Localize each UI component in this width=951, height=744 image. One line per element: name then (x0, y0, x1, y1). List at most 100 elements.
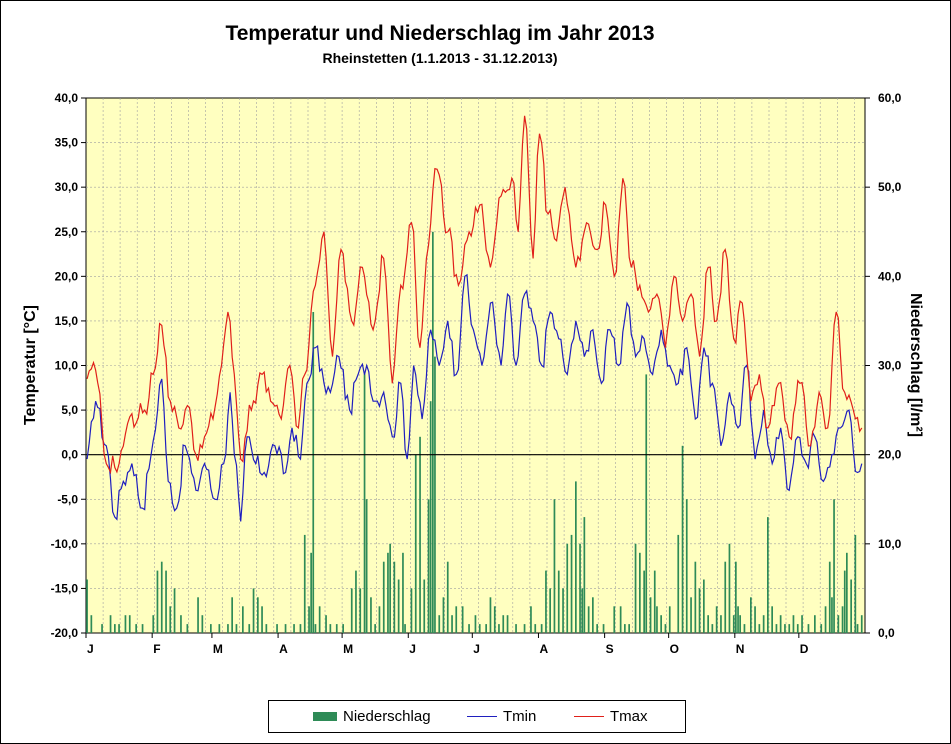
niederschlag-bar (570, 534, 573, 633)
chart-title: Temperatur und Niederschlag im Jahr 2013 (225, 22, 655, 45)
niederschlag-bar (762, 615, 765, 633)
niederschlag-bar (784, 624, 786, 633)
x-tick-label: N (736, 642, 745, 656)
legend-item-tmin: Tmin (467, 708, 536, 725)
niederschlag-bar (801, 615, 803, 633)
niederschlag-bar (628, 624, 630, 633)
niederschlag-bar (545, 570, 547, 633)
niederschlag-bar (677, 534, 680, 633)
axis-ticks: -20,0 -15,0 -10,0 -5,0 0,0 5,0 10,0 15,0 20,0 25,… (51, 91, 902, 656)
tmin-series-line (86, 273, 863, 522)
legend-swatch-tmin (467, 716, 497, 717)
niederschlag-bar (523, 624, 526, 633)
niederschlag-bar (382, 561, 385, 633)
niederschlag-bar (186, 624, 189, 633)
niederschlag-bar (152, 615, 155, 633)
niederschlag-bar (335, 624, 338, 633)
niederschlag-bar (257, 597, 259, 633)
niederschlag-bar (530, 606, 532, 634)
x-tick-label: O (670, 642, 679, 656)
niederschlag-bar (814, 615, 816, 633)
niederschlag-bar (796, 624, 799, 633)
niederschlag-bar (299, 624, 302, 633)
niederschlag-bar (613, 606, 616, 634)
niederschlag-bar (668, 606, 671, 634)
niederschlag-bar (502, 615, 505, 633)
y-tick-label-left: 40,0 (55, 91, 79, 105)
y-tick-label-right: 0,0 (878, 626, 895, 640)
y-tick-label-left: 0,0 (61, 448, 78, 462)
legend-label-tmin: Tmin (503, 708, 537, 725)
legend-label-tmax: Tmax (610, 708, 648, 725)
y-tick-label-left: 30,0 (55, 180, 79, 194)
y-tick-label-right: 30,0 (878, 359, 902, 373)
niederschlag-bar (771, 606, 773, 634)
niederschlag-bar (318, 606, 321, 634)
niederschlag-bar (86, 579, 88, 633)
y-tick-label-left: 10,0 (55, 359, 79, 373)
niederschlag-bar (478, 624, 481, 633)
niederschlag-bar (767, 517, 769, 633)
niederschlag-bar (619, 606, 622, 634)
niederschlag-bar (265, 624, 268, 633)
niederschlag-bar (824, 606, 827, 634)
niederschlag-bar (860, 615, 863, 633)
niederschlag-bar (370, 597, 372, 633)
niederschlag-bar (410, 588, 413, 633)
niederschlag-bar (252, 588, 255, 633)
niederschlag-bar (387, 552, 389, 634)
niederschlag-bar (707, 615, 709, 633)
niederschlag-bar (419, 436, 421, 633)
niederschlag-bar (828, 561, 831, 633)
x-tick-label: A (540, 642, 549, 656)
niederschlag-bar (432, 231, 434, 634)
niederschlag-bar (359, 588, 362, 633)
niederschlag-bar (389, 543, 391, 633)
x-tick-label: F (153, 642, 160, 656)
x-tick-label: J (473, 642, 480, 656)
niederschlag-bar (587, 606, 590, 634)
niederschlag-bars (86, 231, 863, 634)
niederschlag-bar (128, 615, 131, 633)
niederschlag-bar (493, 606, 496, 634)
niederschlag-bar (180, 615, 182, 633)
y-tick-label-left: 25,0 (55, 225, 79, 239)
niederschlag-bar (581, 588, 584, 633)
niederschlag-bar (404, 624, 406, 633)
legend-label-niederschlag: Niederschlag (343, 708, 431, 725)
niederschlag-bar (854, 534, 857, 633)
niederschlag-bar (557, 570, 560, 633)
niederschlag-bar (303, 534, 306, 633)
y-axis-label-right: Niederschlag [l/m²] (907, 293, 924, 437)
y-tick-label-left: 35,0 (55, 136, 79, 150)
niederschlag-bar (325, 615, 327, 633)
niederschlag-bar (218, 624, 221, 633)
niederschlag-bar (831, 597, 833, 633)
niederschlag-bar (101, 624, 103, 633)
x-tick-label: J (409, 642, 416, 656)
niederschlag-bar (506, 615, 509, 633)
legend-item-tmax: Tmax (574, 708, 648, 725)
niederschlag-bar (643, 570, 645, 633)
y-tick-label-left: 15,0 (55, 314, 79, 328)
niederschlag-bar (446, 561, 449, 633)
y-tick-label-left: 5,0 (61, 403, 78, 417)
y-tick-label-right: 40,0 (878, 269, 902, 283)
niederschlag-bar (141, 624, 144, 633)
niederschlag-bar (549, 588, 551, 633)
niederschlag-bar (639, 552, 641, 634)
niederschlag-bar (553, 499, 556, 634)
niederschlag-bar (165, 570, 167, 633)
niederschlag-bar (624, 624, 626, 633)
legend: Niederschlag Tmin Tmax (268, 700, 686, 733)
niederschlag-bar (468, 624, 470, 633)
niederschlag-bar (314, 624, 317, 633)
tmax-series-line (86, 115, 863, 475)
niederschlag-bar (156, 570, 159, 633)
niederschlag-bar (775, 624, 778, 633)
niederschlag-bar (109, 615, 112, 633)
niederschlag-bar (242, 606, 244, 634)
niederschlag-bar (355, 570, 357, 633)
y-tick-label-right: 60,0 (878, 91, 902, 105)
x-tick-label: S (606, 642, 614, 656)
